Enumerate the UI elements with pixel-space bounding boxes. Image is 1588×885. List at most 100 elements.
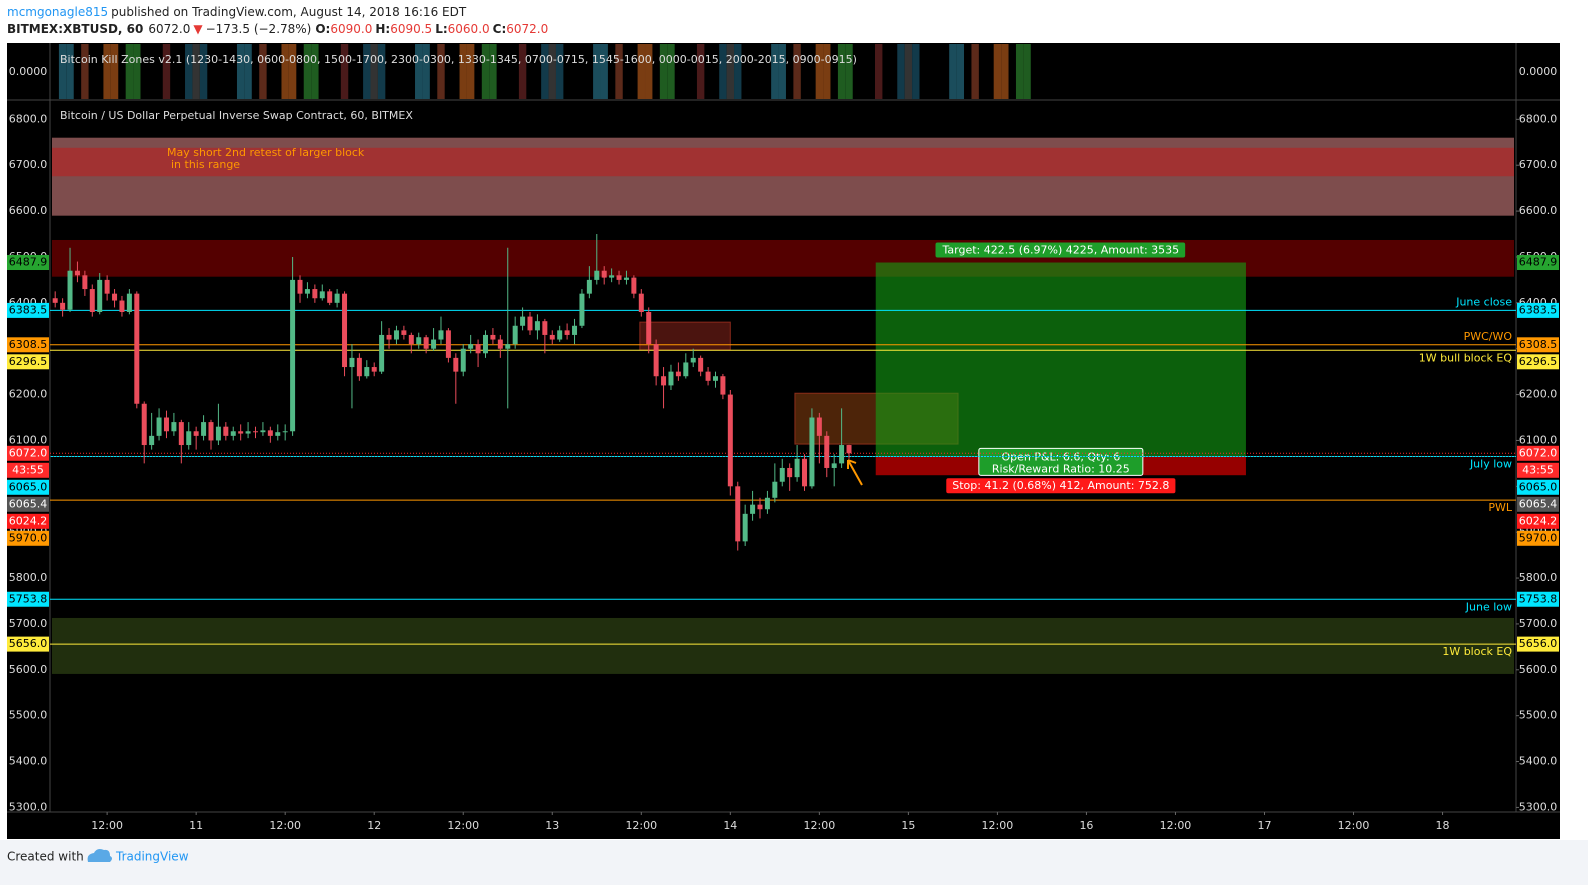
session-bar (615, 44, 623, 99)
price-badge-bg (1517, 255, 1559, 271)
session-bar (415, 44, 423, 99)
x-tick-label: 14 (723, 819, 737, 832)
session-bar (719, 44, 727, 99)
price-badge-bg (1517, 445, 1559, 461)
price-badge: 6065.0 (1519, 480, 1558, 493)
candle-body (386, 334, 392, 340)
brand[interactable]: TradingView (115, 850, 189, 864)
session-bar (281, 44, 289, 99)
price-badge-bg (7, 337, 49, 353)
target-label: Target: 422.5 (6.97%) 4225, Amount: 3535 (942, 244, 1180, 257)
session-bar (726, 44, 735, 99)
y-tick-label: 5700.0 (9, 617, 48, 630)
session-bar (103, 44, 111, 99)
candle-body (401, 330, 407, 335)
footer-bg (0, 840, 1588, 885)
candle-body (304, 289, 310, 294)
candle-body (772, 481, 778, 498)
candle-body (141, 403, 147, 446)
y-tick-label: 5800.0 (9, 571, 48, 584)
box (639, 321, 731, 351)
candle-body (824, 435, 830, 468)
y-tick-label: 6200.0 (9, 388, 48, 401)
price-badge: 6383.5 (1519, 303, 1558, 316)
candle-body (74, 270, 80, 276)
author[interactable]: mcmgonagle815 (7, 5, 108, 19)
candle-body (356, 357, 362, 377)
session-bar (303, 44, 312, 99)
y-tick-label: 5700.0 (1519, 617, 1558, 630)
price-badge-bg (1517, 496, 1559, 512)
price-badge-bg (1517, 591, 1559, 607)
price-badge-bg (7, 513, 49, 529)
session-bar (192, 44, 200, 99)
chart-title: Bitcoin / US Dollar Perpetual Inverse Sw… (60, 109, 413, 122)
session-bar (645, 44, 653, 99)
price-badge-bg (7, 591, 49, 607)
price-badge: 6065.4 (1519, 497, 1558, 510)
session-bar (971, 44, 979, 99)
price-badge-bg (1517, 337, 1559, 353)
candle-body (156, 417, 162, 436)
session-bar (1015, 44, 1024, 99)
candle-body (542, 321, 548, 335)
candle-body (764, 497, 770, 510)
price-badge: 6065.4 (9, 497, 48, 510)
symbol-line: BITMEX:XBTUSD, 60 6072.0 ▼ −173.5 (−2.78%) O… (7, 22, 548, 36)
x-tick-label: 13 (545, 819, 559, 832)
candle-body (297, 279, 303, 294)
price-badge: 6308.5 (9, 338, 48, 351)
y-tick-label: 5600.0 (9, 663, 48, 676)
indicator-axis-label: 0.0000 (1519, 65, 1558, 78)
candle-body (698, 357, 704, 372)
price-badge: 6072.0 (1519, 446, 1558, 459)
candle-body (112, 293, 118, 301)
candle-body (846, 445, 852, 454)
price-badge: 6383.5 (9, 303, 48, 316)
candle-body (520, 316, 526, 326)
session-bar (125, 44, 134, 99)
level-name: 1W bull block EQ (1419, 351, 1513, 364)
price-badge-bg (7, 496, 49, 512)
level-name: PWL (1488, 501, 1513, 514)
session-bar (377, 44, 386, 99)
candle-body (512, 325, 518, 345)
candle-body (705, 371, 711, 381)
candle-body (497, 339, 503, 349)
candle-body (334, 293, 340, 303)
price-badge-bg (7, 445, 49, 461)
session-bar (875, 44, 883, 99)
c-label: C: (493, 22, 507, 36)
arrow: ▼ (193, 22, 203, 36)
x-tick-label: 12:00 (982, 819, 1014, 832)
candle-body (757, 504, 763, 510)
candle-body (527, 316, 533, 331)
session-bar (659, 44, 668, 99)
candle-body (408, 334, 414, 345)
session-bar (600, 44, 608, 99)
session-bar (66, 44, 74, 99)
session-bar (637, 44, 645, 99)
price-badge: 6024.2 (9, 514, 48, 527)
candle-body (97, 279, 103, 313)
candle-body (631, 277, 637, 294)
session-bar (199, 44, 208, 99)
price-badge-bg (7, 302, 49, 318)
price-badge: 6065.0 (9, 480, 48, 493)
l: 6060.0 (448, 22, 490, 36)
candle-body (342, 293, 348, 368)
y-tick-label: 5500.0 (1519, 709, 1558, 722)
session-bar (1023, 44, 1031, 99)
candle-body (104, 279, 110, 294)
candle-body (82, 275, 88, 290)
y-tick-label: 6600.0 (9, 204, 48, 217)
candle-body (371, 367, 377, 372)
session-bar (949, 44, 957, 99)
candle-body (683, 362, 689, 377)
candle-body (809, 417, 815, 487)
target-label-group: Target: 422.5 (6.97%) 4225, Amount: 3535 (935, 242, 1186, 258)
session-bar (696, 44, 705, 99)
candle-body (223, 426, 229, 436)
candle-body (134, 293, 140, 404)
candle-body (802, 458, 808, 487)
